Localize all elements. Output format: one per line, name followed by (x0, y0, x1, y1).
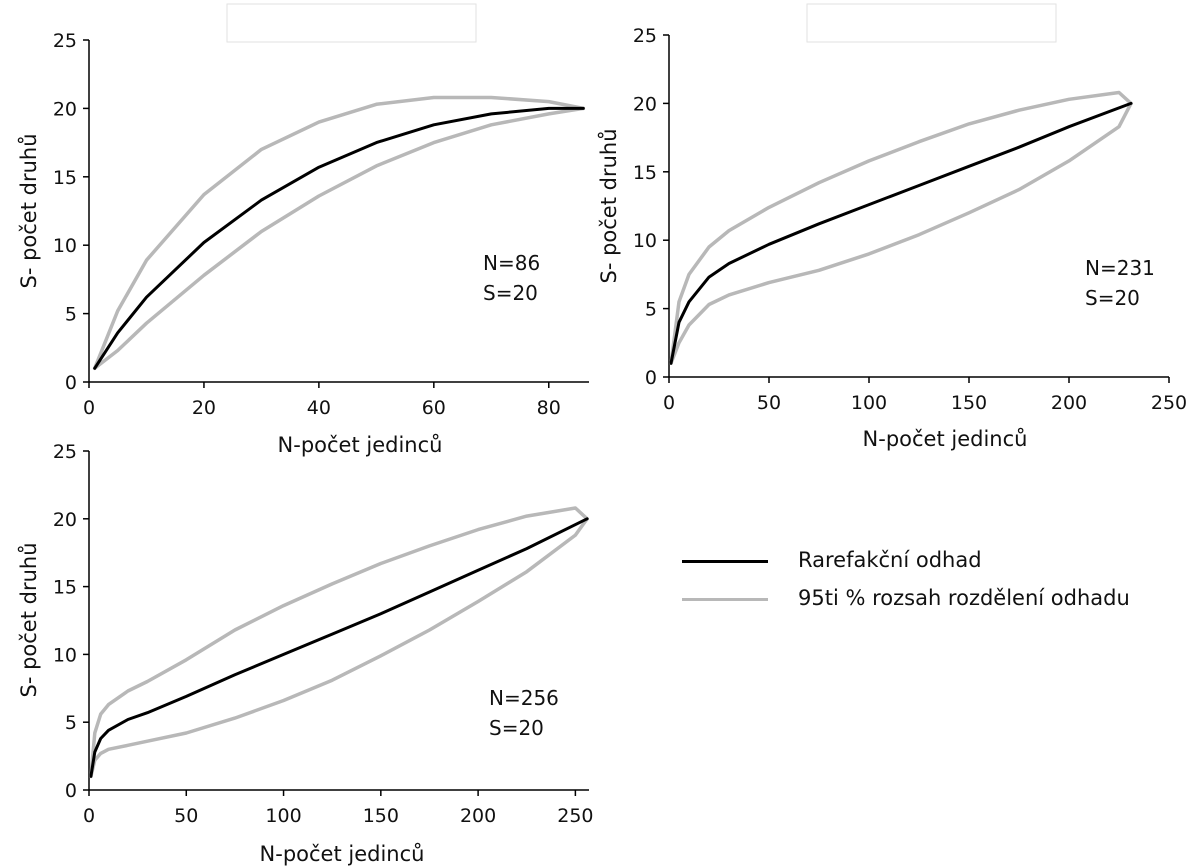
x-tick-label: 0 (83, 397, 95, 419)
annotation-line: N=86 (483, 251, 540, 275)
y-tick-label: 10 (53, 235, 77, 257)
series-line-estimate (89, 517, 589, 778)
legend-item-ci: 95ti % rozsah rozdělení odhadu (682, 583, 1162, 613)
x-tick-label: 60 (422, 397, 446, 419)
x-tick-label: 150 (951, 392, 987, 414)
series-line-ci-lower (89, 517, 589, 779)
y-axis-label: S- počet druhů (17, 542, 41, 697)
y-tick-label: 25 (53, 441, 77, 463)
x-tick-label: 50 (757, 392, 781, 414)
legend-label-estimate: Rarefakční odhad (798, 548, 982, 572)
y-tick-label: 0 (645, 367, 657, 389)
series-line-ci-upper (92, 95, 586, 371)
empty-title-box-1 (226, 3, 477, 43)
x-tick-label: 100 (265, 805, 301, 827)
y-tick-label: 0 (65, 372, 77, 394)
series-line-estimate (93, 106, 585, 370)
x-tick-label: 40 (307, 397, 331, 419)
x-tick-label: 50 (174, 805, 198, 827)
y-tick-label: 25 (53, 30, 77, 52)
annotation-line: S=20 (489, 716, 544, 740)
x-tick-label: 150 (363, 805, 399, 827)
annotation-line: N=231 (1085, 256, 1155, 280)
legend-label-ci: 95ti % rozsah rozdělení odhadu (798, 586, 1130, 610)
x-tick-label: 200 (1051, 392, 1087, 414)
y-tick-label: 20 (53, 98, 77, 120)
empty-title-box-2 (806, 3, 1057, 43)
y-tick-label: 15 (53, 167, 77, 189)
x-tick-label: 0 (663, 392, 675, 414)
x-tick-label: 20 (192, 397, 216, 419)
legend-item-estimate: Rarefakční odhad (682, 545, 1162, 575)
y-tick-label: 15 (53, 577, 77, 599)
x-tick-label: 250 (1151, 392, 1187, 414)
series-line-ci-lower (669, 101, 1133, 366)
y-tick-label: 15 (633, 162, 657, 184)
legend-swatch-ci (682, 598, 768, 601)
y-axis-label: S- počet druhů (17, 133, 41, 288)
legend-swatch-estimate (682, 560, 768, 563)
y-tick-label: 20 (633, 93, 657, 115)
x-axis-label: N-počet jedinců (863, 427, 1028, 451)
y-tick-label: 25 (633, 25, 657, 47)
x-tick-label: 80 (537, 397, 561, 419)
y-tick-label: 5 (65, 304, 77, 326)
series-line-estimate (669, 101, 1133, 365)
y-tick-label: 10 (633, 230, 657, 252)
legend: Rarefakční odhad 95ti % rozsah rozdělení… (682, 545, 1162, 621)
series-line-ci-upper (669, 90, 1133, 366)
x-tick-label: 200 (460, 805, 496, 827)
x-axis-label: N-počet jedinců (260, 842, 425, 866)
chart-1: 0 5 10 15 20 25 0 20 40 60 80 N-počet jedinců S- poč… (17, 30, 589, 457)
annotation-line: S=20 (483, 281, 538, 305)
y-tick-label: 5 (65, 712, 77, 734)
x-tick-label: 0 (83, 805, 95, 827)
y-tick-label: 5 (645, 299, 657, 321)
annotation-line: S=20 (1085, 286, 1140, 310)
annotation-line: N=256 (489, 686, 559, 710)
x-axis-label: N-počet jedinců (278, 433, 443, 457)
series-line-ci-upper (89, 506, 589, 779)
y-tick-label: 20 (53, 509, 77, 531)
y-axis-label: S- počet druhů (597, 128, 621, 283)
series-line-ci-lower (92, 106, 586, 371)
x-tick-label: 250 (557, 805, 593, 827)
x-tick-label: 100 (851, 392, 887, 414)
y-tick-label: 10 (53, 644, 77, 666)
y-tick-label: 0 (65, 780, 77, 802)
